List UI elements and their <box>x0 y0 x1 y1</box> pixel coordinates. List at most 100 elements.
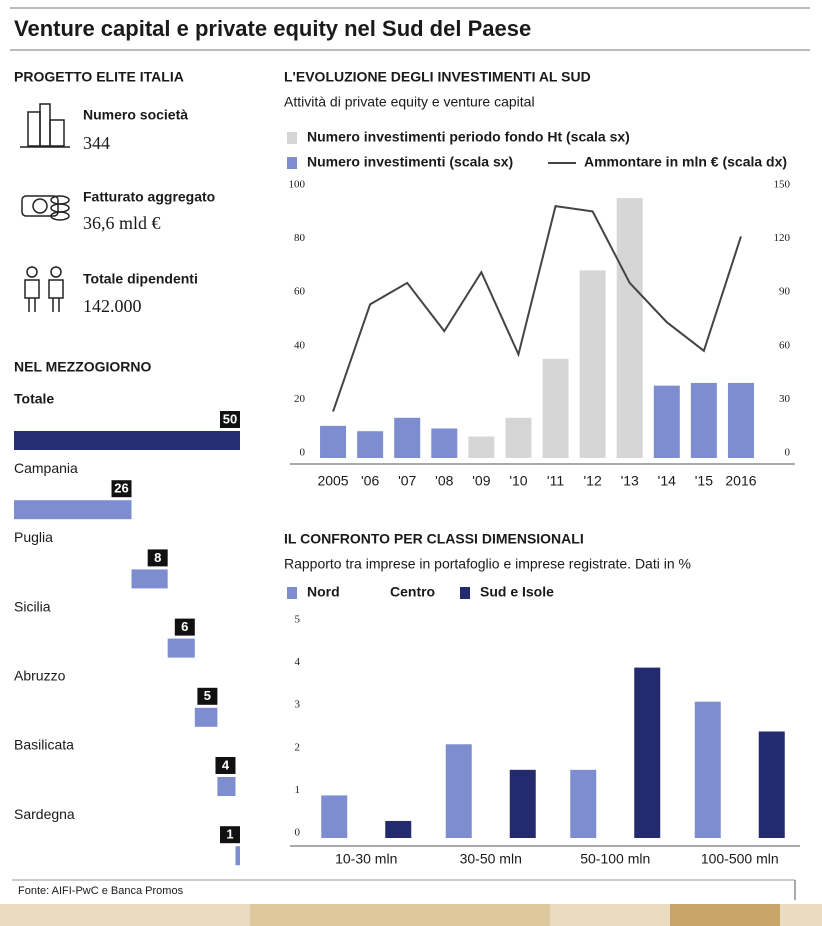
y-tick-label: 0 <box>300 447 306 459</box>
icon-people <box>24 266 64 312</box>
photo-strip <box>670 904 780 926</box>
stat-value: 344 <box>83 133 110 153</box>
bar <box>431 428 458 458</box>
stat-label: Totale dipendenti <box>83 271 198 287</box>
value-box <box>215 757 236 774</box>
chart-title: L'EVOLUZIONE DEGLI INVESTIMENTI AL SUD <box>284 69 591 85</box>
x-tick-label: 30-50 mln <box>460 851 522 867</box>
bar <box>542 358 569 458</box>
x-tick-label: 2016 <box>725 473 756 489</box>
bar <box>468 436 495 458</box>
y2-tick-label: 0 <box>785 447 791 459</box>
x-tick-label: 50-100 mln <box>580 851 650 867</box>
y-tick-label: 1 <box>295 784 301 796</box>
category-label: Sicilia <box>14 598 51 614</box>
bar <box>320 425 347 458</box>
stat-label: Numero società <box>83 107 188 123</box>
value-box <box>197 687 218 705</box>
y-tick-label: 80 <box>294 232 306 244</box>
x-tick-label: '06 <box>361 473 379 489</box>
chart-title: NEL MEZZOGIORNO <box>14 359 152 375</box>
bar <box>509 769 536 838</box>
category-label: Puglia <box>14 529 53 545</box>
y-tick-label: 3 <box>295 699 301 711</box>
stat-label: Fatturato aggregato <box>83 189 215 205</box>
value-box <box>220 411 240 428</box>
bar <box>727 382 754 458</box>
chart-subtitle: Attività di private equity e venture cap… <box>284 94 535 110</box>
stat-value: 142.000 <box>83 296 142 316</box>
legend-swatch <box>287 132 297 144</box>
bar <box>579 270 606 458</box>
stat-value: 36,6 mld € <box>83 213 161 233</box>
legend-label: Ammontare in mln € (scala dx) <box>584 154 787 170</box>
y-tick-label: 0 <box>295 827 301 839</box>
icon-buildings <box>20 103 70 148</box>
chart-subtitle: Rapporto tra imprese in portafoglio e im… <box>284 556 691 572</box>
y2-tick-label: 90 <box>779 286 791 298</box>
bar <box>321 795 348 838</box>
bar <box>758 731 785 838</box>
category-label: Abruzzo <box>14 668 66 684</box>
x-tick-label: '10 <box>509 473 527 489</box>
x-tick-label: '14 <box>658 473 676 489</box>
bar <box>445 744 472 838</box>
legend-label: Numero investimenti periodo fondo Ht (sc… <box>307 129 630 145</box>
y-tick-label: 20 <box>294 393 306 405</box>
y-tick-label: 5 <box>295 614 301 626</box>
legend-label: Nord <box>307 584 340 600</box>
y2-tick-label: 60 <box>779 339 791 351</box>
category-label: Campania <box>14 460 78 476</box>
x-tick-label: '13 <box>621 473 639 489</box>
bar <box>385 820 412 838</box>
photo-strip <box>250 904 550 926</box>
category-label: Sardegna <box>14 806 75 822</box>
value-label: 50 <box>223 411 237 426</box>
bar <box>394 417 421 458</box>
x-tick-label: '15 <box>695 473 713 489</box>
y-tick-label: 100 <box>289 179 306 191</box>
y2-tick-label: 150 <box>774 179 791 191</box>
value-box <box>111 480 132 498</box>
value-label: 1 <box>226 827 233 842</box>
bar <box>14 500 132 520</box>
category-label: Totale <box>14 391 54 407</box>
line <box>332 204 742 412</box>
chart-title: IL CONFRONTO PER CLASSI DIMENSIONALI <box>284 531 584 547</box>
bar <box>634 667 661 838</box>
value-box <box>147 549 168 567</box>
value-label: 5 <box>204 688 211 703</box>
y-tick-label: 40 <box>294 339 306 351</box>
x-tick-label: 10-30 mln <box>335 851 397 867</box>
bar <box>357 431 384 458</box>
x-tick-label: '09 <box>472 473 490 489</box>
value-label: 4 <box>222 757 230 772</box>
x-tick-label: 2005 <box>317 473 348 489</box>
x-tick-label: '11 <box>547 473 564 489</box>
bar <box>194 707 218 727</box>
x-tick-label: 100-500 mln <box>701 851 779 867</box>
source: Fonte: AIFI-PwC e Banca Promos <box>18 885 184 897</box>
legend-swatch <box>287 157 297 169</box>
page-title: Venture capital e private equity nel Sud… <box>14 16 531 41</box>
bar <box>235 846 240 866</box>
bar <box>167 638 195 658</box>
y-tick-label: 4 <box>295 656 301 668</box>
bar <box>131 569 168 589</box>
y-tick-label: 60 <box>294 286 306 298</box>
x-tick-label: '07 <box>398 473 416 489</box>
value-label: 8 <box>154 550 161 565</box>
value-box <box>174 618 195 636</box>
x-tick-label: '08 <box>435 473 453 489</box>
x-tick-label: '12 <box>584 473 602 489</box>
bar <box>217 777 236 796</box>
legend-swatch <box>460 587 470 599</box>
legend-label: Sud e Isole <box>480 584 554 600</box>
legend-swatch <box>370 587 380 599</box>
y2-tick-label: 120 <box>774 232 791 244</box>
bar <box>14 431 240 450</box>
value-label: 6 <box>181 619 188 634</box>
y-tick-label: 2 <box>295 741 301 753</box>
bar <box>694 701 721 838</box>
